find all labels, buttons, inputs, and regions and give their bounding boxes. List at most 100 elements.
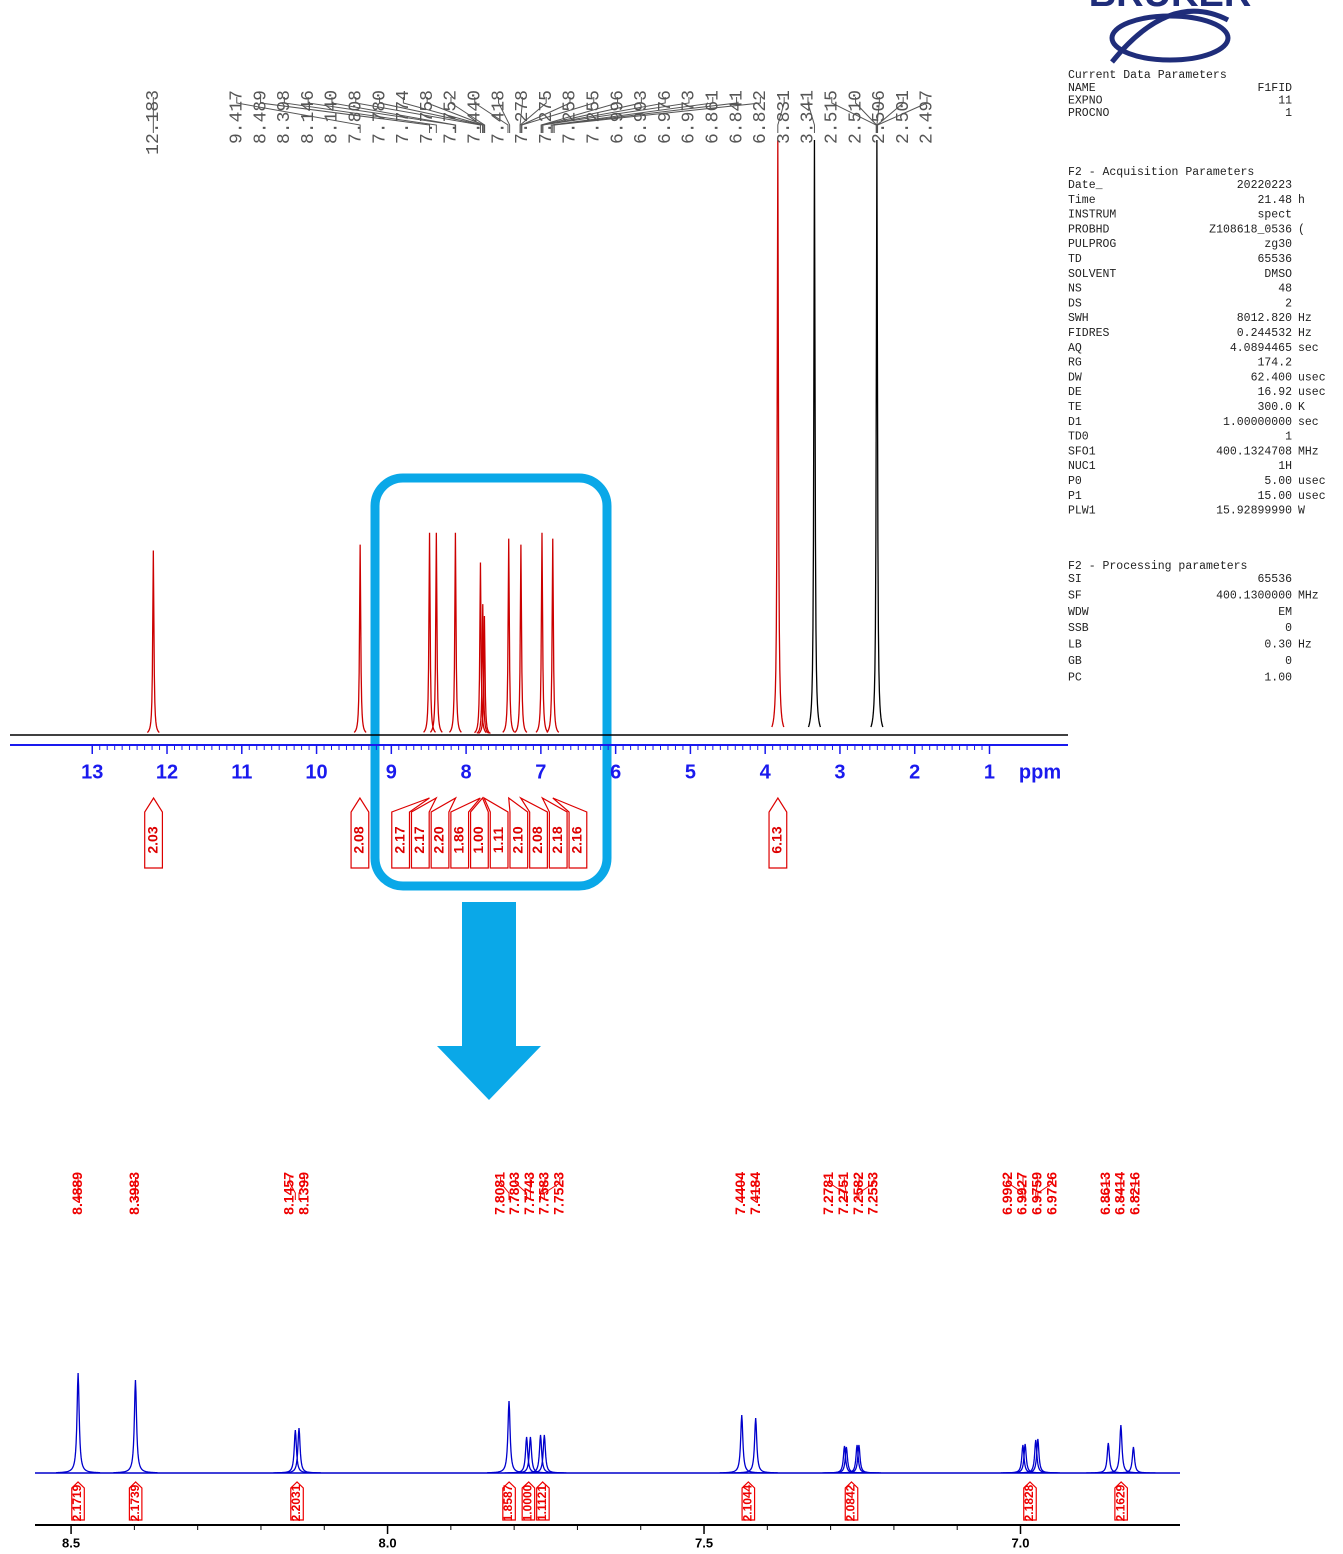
x-tick-label: 10 — [305, 761, 327, 783]
peak-label-leader — [519, 97, 547, 133]
param-unit: usec — [1298, 386, 1326, 399]
param-value: 11 — [1278, 94, 1292, 107]
param-name: NUC1 — [1068, 460, 1096, 473]
x-axis-label: ppm — [1019, 761, 1061, 783]
integral-bracket — [144, 796, 164, 869]
peak — [1111, 1446, 1156, 1474]
peak-label: 2.501 — [894, 90, 914, 144]
integral-label: 1.00 — [470, 826, 486, 853]
logo-orbit — [1110, 8, 1230, 64]
peak-label: 7.278 — [513, 90, 533, 144]
param-value: 20220223 — [1237, 179, 1292, 192]
peak — [56, 1372, 101, 1474]
x-tick-label: 3 — [834, 761, 845, 783]
integral-bracket — [502, 1481, 516, 1521]
param-value: 0 — [1285, 622, 1292, 635]
peak — [476, 604, 490, 734]
peak-label: 7.7743 — [521, 1172, 537, 1215]
peak-label-leader — [540, 1177, 546, 1200]
param-name: D1 — [1068, 416, 1082, 429]
param-name: P0 — [1068, 475, 1082, 488]
integral-label: 1.0000 — [521, 1484, 535, 1521]
peak-label-leader — [807, 97, 815, 133]
param-name: PULPROG — [1068, 238, 1116, 251]
peak-label: 7.7583 — [536, 1172, 552, 1215]
param-unit: MHz — [1298, 589, 1319, 602]
peak — [429, 532, 443, 733]
param-value: 174.2 — [1257, 357, 1292, 370]
integral-label: 2.08 — [529, 826, 545, 853]
param-name: SWH — [1068, 312, 1089, 325]
peak — [146, 550, 160, 733]
peak — [870, 139, 884, 728]
param-unit: K — [1298, 401, 1305, 414]
integral-label: 1.11 — [490, 827, 506, 854]
peak — [771, 139, 785, 728]
integral-label: 2.03 — [144, 826, 160, 853]
param-value: 4.0894465 — [1230, 342, 1292, 355]
param-name: DW — [1068, 371, 1082, 384]
integral-bracket — [508, 796, 529, 869]
peak-label-leader — [856, 1177, 860, 1200]
param-value: 62.400 — [1251, 371, 1293, 384]
param-name: PROBHD — [1068, 223, 1110, 236]
param-value: 2 — [1285, 297, 1292, 310]
param-value: 0.244532 — [1237, 327, 1292, 340]
peak-label-leader — [500, 1177, 510, 1200]
param-value: 48 — [1278, 283, 1292, 296]
param-name: FIDRES — [1068, 327, 1110, 340]
param-name: TD — [1068, 253, 1082, 266]
peak-label-leader — [260, 97, 431, 133]
param-name: PROCNO — [1068, 107, 1110, 120]
peak-label: 9.417 — [228, 90, 248, 144]
param-name: TE — [1068, 401, 1082, 414]
peak — [719, 1414, 764, 1474]
param-unit: W — [1298, 505, 1305, 518]
peak-label: 7.2751 — [835, 1172, 851, 1215]
param-value: 16.92 — [1257, 386, 1292, 399]
peak-label: 7.2582 — [850, 1172, 866, 1215]
peak-label: 8.4889 — [69, 1172, 85, 1215]
peak-label: 8.1399 — [295, 1172, 311, 1215]
peak — [113, 1379, 158, 1474]
peak-label: 6.9927 — [1014, 1172, 1030, 1215]
peak-label: 3.831 — [775, 90, 795, 144]
peak-label: 7.758 — [418, 90, 438, 144]
x-tick-label: 4 — [760, 761, 772, 783]
param-name: RG — [1068, 357, 1082, 370]
param-value: 1 — [1285, 431, 1292, 444]
param-unit: Hz — [1298, 639, 1312, 652]
peak-label-leader — [550, 97, 714, 133]
integral-label: 2.08 — [351, 826, 367, 853]
param-value: 65536 — [1257, 573, 1292, 586]
param-value: 1H — [1278, 460, 1292, 473]
peak-label: 6.9726 — [1043, 1172, 1059, 1215]
peak-label-leader — [450, 97, 486, 133]
param-name: Date_ — [1068, 179, 1103, 192]
param-name: NS — [1068, 283, 1082, 296]
bruker-logo — [1109, 8, 1231, 64]
integral-bracket — [1114, 1481, 1128, 1521]
peak-label-leader — [777, 97, 785, 133]
peak-label: 2.510 — [846, 90, 866, 144]
param-value: zg30 — [1264, 238, 1292, 251]
integral-bracket — [482, 796, 509, 869]
integral-label: 2.0842 — [844, 1484, 858, 1521]
param-name: LB — [1068, 639, 1082, 652]
peak-label: 6.861 — [704, 90, 724, 144]
integral-bracket — [350, 796, 370, 869]
integral-bracket — [518, 796, 548, 869]
param-value: 0 — [1285, 655, 1292, 668]
param-name: PLW1 — [1068, 505, 1096, 518]
param-name: DS — [1068, 297, 1082, 310]
x-tick-label: 8.0 — [379, 1535, 397, 1550]
param-value: Z108618_0536 — [1209, 223, 1292, 236]
peak-label: 2.497 — [918, 90, 938, 144]
peak-label: 8.146 — [299, 90, 319, 144]
peak-label: 7.7803 — [506, 1172, 522, 1215]
x-tick-label: 8.5 — [62, 1535, 80, 1550]
peak-label-leader — [829, 1177, 845, 1200]
param-name: DE — [1068, 386, 1082, 399]
